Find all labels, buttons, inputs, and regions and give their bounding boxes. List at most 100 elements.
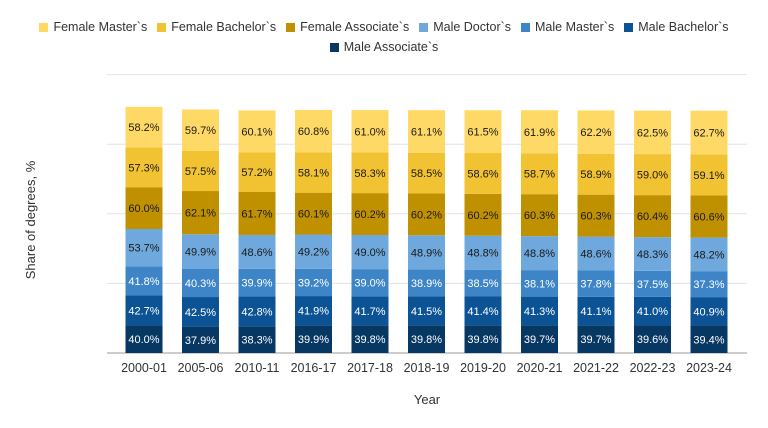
data-label: 41.4% [467,306,498,318]
data-label: 58.3% [354,168,385,180]
bar-segment [125,106,163,148]
x-tick-label: 2019-20 [460,361,506,375]
bar-segment [295,192,332,235]
legend-item[interactable]: Male Doctor`s [419,18,511,37]
bar-segment [238,234,276,269]
bar-segment [351,269,389,297]
legend-label: Male Bachelor`s [638,20,729,34]
data-label: 42.8% [241,306,272,318]
data-label: 60.2% [411,209,442,221]
bar-segment [238,110,276,153]
bar-segment [521,296,558,326]
x-tick-label: 2021-22 [573,361,619,375]
bar-segment [182,297,219,327]
bar-segment [182,109,219,152]
data-label: 39.4% [693,334,724,346]
data-label: 39.6% [637,334,668,346]
bar-segment [125,325,163,353]
data-label: 58.9% [580,169,611,181]
bar-segment [182,151,219,192]
legend-swatch [39,23,49,32]
data-label: 39.9% [298,334,329,346]
legend-swatch [624,23,634,32]
data-label: 53.7% [128,243,159,255]
legend-swatch [157,23,167,32]
data-label: 59.0% [637,170,668,182]
legend-item[interactable]: Female Associate`s [286,18,409,37]
data-label: 62.1% [185,208,216,220]
bar-segment [351,152,389,194]
bar-segment [408,296,445,326]
data-label: 57.2% [241,167,272,179]
data-label: 58.1% [298,167,329,179]
data-label: 61.7% [241,208,272,220]
bar-segment [464,110,502,154]
legend-label: Male Associate`s [343,40,439,54]
bar-segment [521,270,558,297]
bar-segment [690,271,728,298]
data-label: 60.0% [128,203,159,215]
data-label: 60.2% [467,210,498,222]
legend-item[interactable]: Female Bachelor`s [157,18,276,37]
legend-label: Male Master`s [535,20,615,34]
legend-item[interactable]: Female Master`s [39,18,147,37]
bar-segment [295,109,332,153]
bar-group-2021-22: 39.7% 41.1% 37.8% 48.6% 60.3% 58.9% 62.2% [577,110,615,353]
data-label: 48.6% [580,249,611,261]
legend-swatch [286,23,296,32]
data-label: 39.8% [467,334,498,346]
data-label: 41.5% [411,306,442,318]
data-label: 38.1% [524,278,555,290]
data-label: 58.2% [128,122,159,134]
data-label: 41.0% [637,306,668,318]
data-label: 39.8% [411,334,442,346]
data-label: 60.2% [354,209,385,221]
bar-segment [577,194,615,237]
data-label: 38.5% [467,278,498,290]
data-label: 58.7% [524,169,555,181]
bar-segment [690,110,728,155]
x-axis-title: Year [414,392,441,407]
legend-swatch [419,23,429,32]
data-label: 61.5% [467,127,498,139]
data-label: 48.6% [241,247,272,259]
legend-item[interactable]: Male Master`s [521,18,614,37]
bar-segment [408,325,445,353]
legend-label: Female Associate`s [300,20,410,34]
bar-segment [351,325,389,353]
data-label: 59.7% [185,125,216,137]
bar-segment [464,193,502,236]
bar-segment [577,153,615,195]
bar-segment [238,152,276,193]
bar-segment [634,195,671,238]
data-label: 48.3% [637,249,668,261]
data-label: 37.8% [580,279,611,291]
data-label: 61.0% [354,126,385,138]
bar-segment [125,266,163,296]
bar-group-2005-06: 37.9% 42.5% 40.3% 49.9% 62.1% 57.5% 59.7% [182,109,219,353]
bar-segment [125,295,163,326]
bar-segment [408,110,445,153]
data-label: 42.7% [128,305,159,317]
data-label: 57.3% [128,162,159,174]
legend-swatch [329,43,339,52]
bar-segment [464,325,502,353]
legend-item[interactable]: Male Bachelor`s [624,18,729,37]
data-label: 60.4% [637,211,668,223]
bar-segment [182,268,219,298]
data-label: 40.0% [128,334,159,346]
bar-segment [521,325,558,353]
data-label: 41.9% [298,306,329,318]
bar-segment [634,270,671,297]
bar-segment [634,325,671,353]
bar-group-2016-17: 39.9% 41.9% 39.2% 49.2% 60.1% 58.1% 60.8% [295,109,332,353]
data-label: 60.6% [693,212,724,224]
bar-segment [634,154,671,196]
legend-item[interactable]: Male Associate`s [329,38,439,57]
legend-label: Male Doctor`s [433,20,512,34]
legend: Female Master`s Female Bachelor`s Female A… [0,18,768,58]
data-label: 39.0% [354,278,385,290]
data-label: 40.9% [693,306,724,318]
bar-segment [634,237,671,271]
